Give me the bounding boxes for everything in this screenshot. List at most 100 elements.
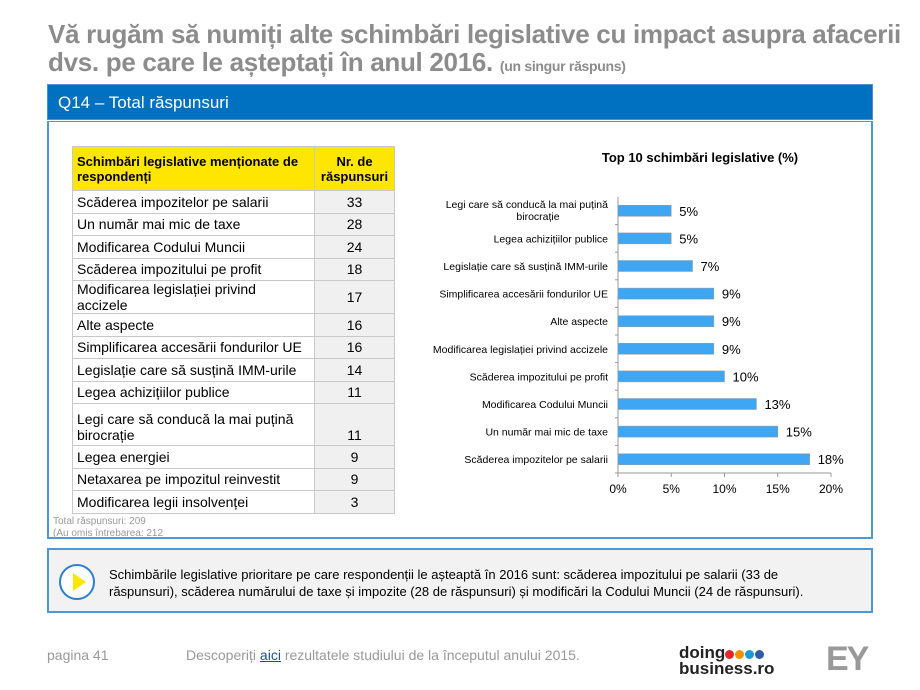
x-tick-label: 10% (712, 482, 736, 496)
count-cell: 33 (314, 190, 395, 214)
category-label: Un număr mai mic de taxe (485, 427, 608, 439)
count-cell: 3 (314, 490, 395, 514)
count-cell: 11 (314, 403, 395, 446)
table-row: Legislație care să susțină IMM-urile 14 (72, 358, 395, 382)
change-cell: Legislație care să susțină IMM-urile (72, 358, 315, 382)
logo-doing: doing (679, 643, 726, 662)
responses-table: Schimbări legislative menționate de resp… (72, 146, 395, 514)
section-header: Q14 – Total răspunsuri (47, 84, 873, 120)
count-cell: 18 (314, 257, 395, 281)
content-panel (47, 121, 873, 539)
bar (617, 260, 693, 272)
ey-logo: EY (826, 640, 869, 678)
data-label: 15% (786, 425, 812, 440)
change-cell: Scăderea impozitului pe profit (72, 257, 315, 281)
data-label: 13% (764, 397, 790, 412)
change-cell: Alte aspecte (72, 313, 315, 337)
table-row: Simplificarea accesării fondurilor UE 16 (72, 335, 395, 359)
change-cell: Legea achizițiilor publice (72, 380, 315, 404)
count-cell: 28 (314, 212, 395, 236)
bar (617, 453, 810, 465)
count-cell: 11 (314, 380, 395, 404)
bar (617, 287, 715, 300)
logo-business: business.ro (679, 659, 775, 679)
total-responses: Total răspunsuri: 209 (53, 516, 146, 527)
table-row: Modificarea legii insolvenței 3 (72, 490, 395, 514)
title-main: Vă rugăm să numiți alte schimbări legisl… (48, 19, 901, 77)
table-row: Modificarea legislației privind accizele… (72, 280, 395, 314)
category-label: Simplificarea accesării fondurilor UE (439, 289, 608, 301)
table-row: Legea energiei 9 (72, 445, 395, 469)
bar (617, 205, 672, 217)
change-cell: Netaxarea pe impozitul reinvestit (72, 467, 315, 491)
header-change: Schimbări legislative menționate de resp… (72, 146, 315, 191)
title-subtitle: (un singur răspuns) (499, 58, 626, 74)
x-tick-label: 15% (766, 482, 790, 496)
x-tick-label: 0% (609, 482, 627, 496)
category-label-cont: birocrație (516, 211, 559, 223)
bar (617, 232, 672, 245)
totals: Total răspunsuri: 209 (Au omis întrebarea… (53, 516, 163, 540)
page-number: pagina 41 (47, 647, 109, 663)
count-cell: 24 (314, 235, 395, 259)
category-label: Legislație care să susțină IMM-urile (443, 261, 608, 273)
data-label: 18% (818, 452, 844, 467)
change-cell: Modificarea legislației privind accizele (72, 280, 315, 314)
category-label: Alte aspecte (550, 316, 608, 328)
x-tick-label: 20% (819, 482, 843, 496)
change-cell: Un număr mai mic de taxe (72, 212, 315, 236)
table-row: Un număr mai mic de taxe 28 (72, 212, 395, 236)
count-cell: 9 (314, 467, 395, 491)
header-count: Nr. de răspunsuri (314, 146, 395, 191)
table-row: Scăderea impozitelor pe salarii 33 (72, 190, 395, 214)
dots-icon (725, 646, 765, 661)
footer-text-before: Descoperiți (186, 647, 260, 663)
count-cell: 17 (314, 280, 395, 314)
play-arrow-icon (59, 564, 95, 600)
category-label: Scăderea impozitelor pe salarii (464, 454, 608, 466)
bar (617, 425, 778, 438)
table-row: Legi care să conducă la mai puțină biroc… (72, 403, 395, 446)
data-label: 9% (722, 314, 741, 329)
footer-text-after: rezultatele studiului de la începutul an… (280, 647, 580, 663)
change-cell: Simplificarea accesării fondurilor UE (72, 335, 315, 359)
data-label: 10% (733, 369, 759, 384)
table-row: Scăderea impozitului pe profit 18 (72, 257, 395, 281)
bar (617, 315, 715, 327)
chart-title: Top 10 schimbări legislative (%) (602, 150, 798, 165)
dot (725, 650, 735, 660)
aici-link[interactable]: aici (259, 647, 281, 663)
count-cell: 14 (314, 358, 395, 382)
change-cell: Legea energiei (72, 445, 315, 469)
category-label: Legea achizițiilor publice (494, 233, 609, 245)
category-label: Scăderea impozitului pe profit (470, 371, 608, 383)
table-row: Netaxarea pe impozitul reinvestit 9 (72, 467, 395, 491)
bar (617, 343, 715, 355)
change-cell: Modificarea legii insolvenței (72, 490, 315, 514)
bar-chart: Top 10 schimbări legislative (%) 5% Legi c… (433, 150, 844, 496)
table-row: Legea achizițiilor publice 11 (72, 380, 395, 404)
data-label: 5% (679, 204, 698, 219)
change-cell: Legi care să conducă la mai puțină biroc… (72, 403, 315, 446)
data-label: 7% (701, 259, 720, 274)
bar (617, 398, 757, 410)
count-cell: 9 (314, 445, 395, 469)
skipped-count: (Au omis întrebarea: 212 (53, 528, 164, 539)
table-row: Alte aspecte 16 (72, 313, 395, 337)
change-cell: Scăderea impozitelor pe salarii (72, 190, 315, 214)
x-tick-label: 5% (663, 482, 681, 496)
category-label: Modificarea Codului Muncii (482, 399, 608, 411)
footer-note: Descoperiți aici rezultatele studiului d… (186, 647, 580, 663)
dot (755, 650, 765, 660)
dot (735, 650, 745, 660)
data-label: 9% (722, 287, 741, 302)
data-label: 5% (679, 231, 698, 246)
change-cell: Modificarea Codului Muncii (72, 235, 315, 259)
table-row: Modificarea Codului Muncii 24 (72, 235, 395, 259)
category-label: Legi care să conducă la mai puțină (446, 199, 608, 211)
summary-box: Schimbările legislative prioritare pe ca… (47, 548, 873, 613)
bar (617, 370, 725, 383)
dot (745, 650, 755, 660)
category-label: Modificarea legislației privind accizele (433, 344, 608, 356)
summary-text: Schimbările legislative prioritare pe ca… (109, 567, 804, 599)
